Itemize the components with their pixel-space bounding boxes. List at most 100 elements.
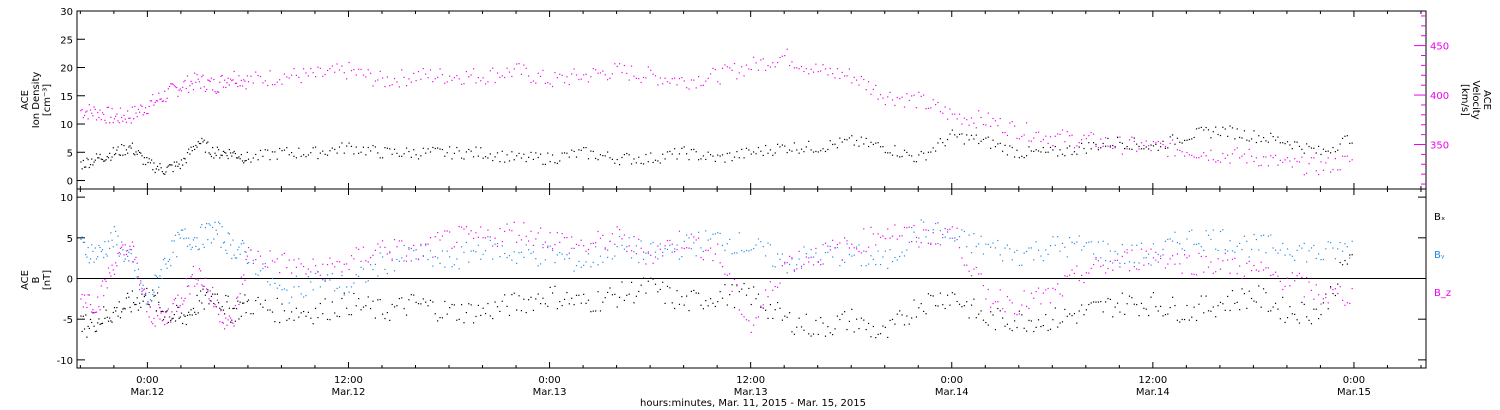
density-series-point [1057, 155, 1059, 157]
density-series-point [884, 151, 886, 154]
bx-series-point [441, 317, 444, 319]
bx-series-point [403, 308, 405, 310]
by-series-point [549, 245, 551, 247]
bz-series-point [934, 243, 937, 245]
bz-series-point [1057, 283, 1059, 285]
bx-series-point [731, 284, 733, 286]
velocity-series-point [200, 87, 202, 89]
bz-series-point [640, 247, 642, 249]
bx-series-point [484, 312, 487, 315]
density-series-point [1174, 143, 1176, 145]
by-series-point [343, 294, 345, 296]
bz-series-point [985, 298, 987, 300]
density-series-point [906, 151, 908, 154]
velocity-series-point [218, 91, 220, 93]
density-series-point [530, 151, 532, 154]
velocity-series-point [432, 81, 434, 83]
bx-series-point [463, 322, 465, 324]
by-series-point [286, 289, 288, 291]
density-series-point [117, 146, 119, 148]
velocity-series-point [92, 115, 94, 117]
bx-series-point [884, 326, 886, 328]
density-series-point [712, 155, 714, 157]
velocity-series-point [129, 117, 131, 119]
bx-series-point [350, 314, 353, 316]
density-series-point [918, 154, 920, 156]
density-series-point [398, 155, 400, 157]
bx-series-point [875, 337, 877, 339]
density-series-point [198, 142, 201, 145]
density-series-point [99, 153, 101, 156]
velocity-series-point [146, 112, 148, 115]
bx-series-point [1217, 305, 1219, 307]
bx-series-point [312, 323, 314, 325]
by-series-point [305, 295, 307, 297]
bx-series-point [334, 312, 336, 314]
bz-series-point [779, 282, 781, 284]
by-series-point [1207, 234, 1210, 236]
by-series-point [1102, 240, 1104, 242]
by-series-point [89, 258, 92, 260]
by-series-point [180, 229, 183, 231]
x-tick-date: Mar.15 [1337, 387, 1371, 398]
bx-series-point [1258, 285, 1260, 287]
by-series-point [518, 252, 520, 254]
by-series-point [319, 286, 321, 288]
density-series-point [101, 158, 104, 161]
density-series-point [800, 148, 803, 150]
by-series-point [227, 232, 229, 234]
bx-series-point [1349, 254, 1351, 256]
density-series-point [741, 148, 743, 151]
by-series-point [590, 266, 592, 268]
bx-series-point [166, 310, 168, 312]
by-series-point [441, 250, 444, 252]
bz-series-point [745, 319, 748, 321]
bx-series-point [1241, 288, 1243, 290]
velocity-series-point [262, 82, 264, 84]
bz-series-point [906, 227, 908, 229]
bz-series-point [1260, 261, 1262, 263]
density-series-point [98, 157, 100, 159]
velocity-series-point [518, 63, 520, 65]
velocity-series-point [1042, 138, 1044, 141]
velocity-series-point [1349, 160, 1351, 163]
by-series-point [128, 251, 130, 254]
bx-series-point [982, 319, 985, 321]
bx-series-point [204, 294, 207, 296]
bz-series-point [384, 246, 386, 249]
by-series-point [848, 253, 851, 256]
velocity-series-point [958, 113, 961, 115]
density-series-point [329, 150, 331, 152]
bz-series-point [891, 235, 894, 237]
by-series-point [638, 261, 640, 264]
bz-series-point [240, 276, 242, 278]
bx-series-point [393, 306, 396, 308]
bz-series-point [1037, 287, 1040, 289]
density-series-point [439, 148, 441, 150]
bx-series-point [614, 293, 616, 295]
velocity-series-point [206, 88, 208, 91]
bx-series-point [200, 290, 202, 292]
bx-series-point [851, 308, 853, 310]
velocity-series-point [595, 69, 597, 71]
bz-series-point [748, 320, 750, 322]
bz-series-point [177, 294, 179, 296]
density-series-point [575, 156, 578, 158]
velocity-series-point [973, 122, 975, 124]
velocity-series-point [319, 67, 321, 69]
bz-series-point [103, 295, 105, 297]
velocity-series-point [776, 61, 779, 64]
bz-series-point [470, 230, 472, 232]
bz-series-point [465, 226, 467, 228]
velocity-series-point [305, 72, 307, 74]
velocity-series-point [918, 91, 920, 93]
velocity-series-point [659, 77, 661, 79]
by-series-point [207, 239, 209, 241]
bx-series-point [1169, 306, 1171, 309]
density-series-point [1183, 139, 1186, 142]
bz-series-point [437, 231, 439, 234]
by-series-point [1057, 236, 1059, 238]
by-series-point [583, 264, 585, 266]
bz-series-point [791, 257, 793, 259]
by-series-point [172, 251, 174, 253]
